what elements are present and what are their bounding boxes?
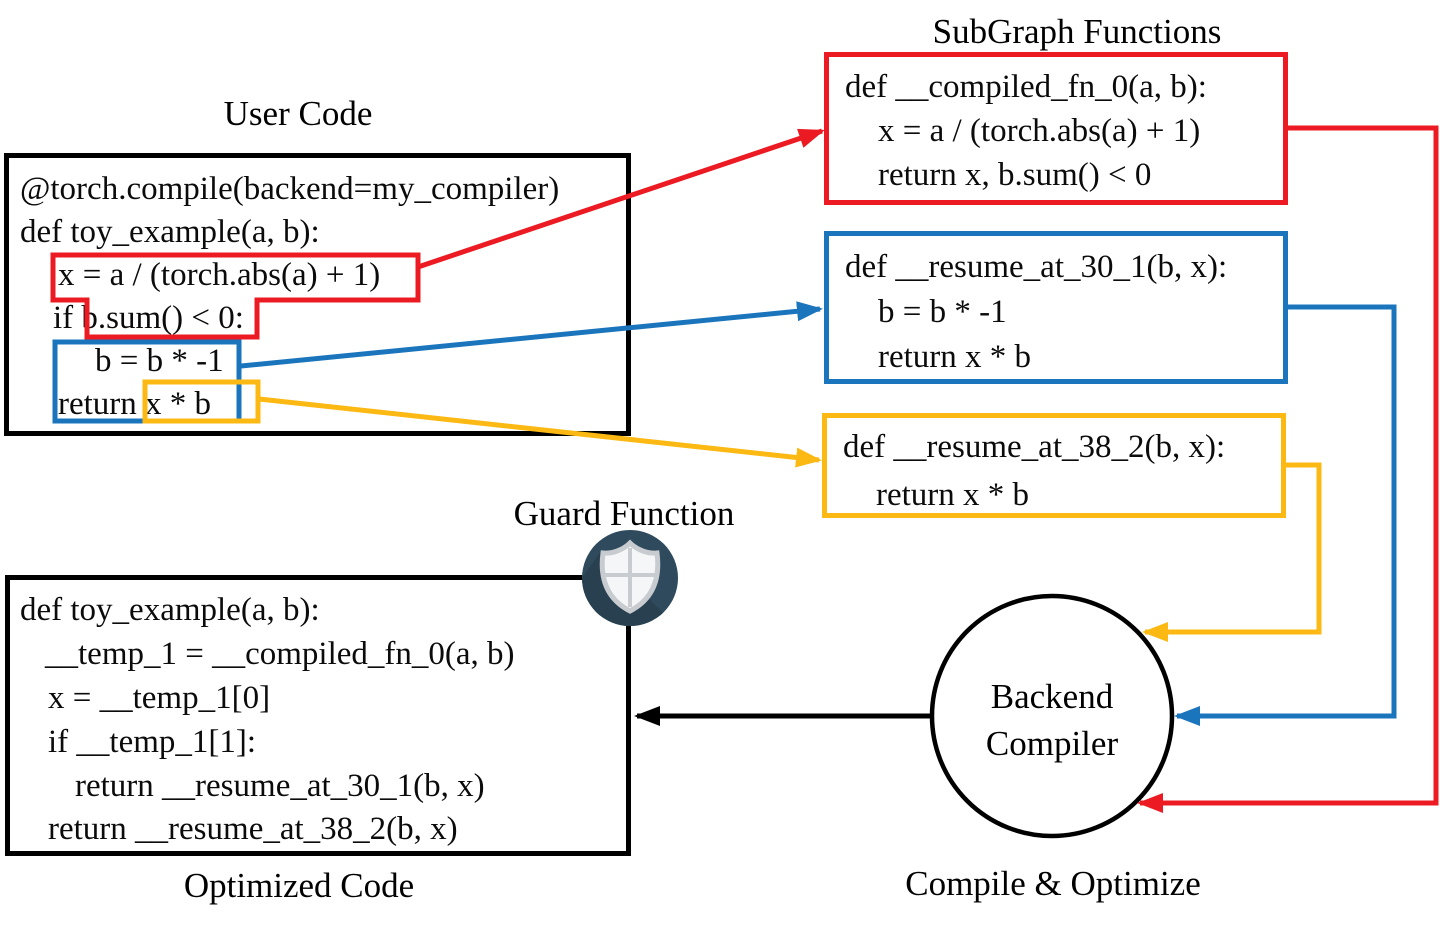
code-line: def __resume_at_38_2(b, x):: [843, 429, 1226, 465]
optimized-code-box: def toy_example(a, b): __temp_1 = __comp…: [5, 575, 631, 856]
code-line: return x, b.sum() < 0: [878, 157, 1152, 193]
code-line: return x * b: [876, 477, 1030, 513]
guard-function-label: Guard Function: [513, 494, 735, 533]
compile-optimize-label: Compile & Optimize: [905, 864, 1201, 903]
code-line: return __resume_at_38_2(b, x): [48, 811, 458, 847]
code-line: def __resume_at_30_1(b, x):: [845, 249, 1228, 285]
backend-compiler-line2: Compiler: [985, 724, 1119, 763]
optimized-code-label: Optimized Code: [183, 866, 415, 905]
resume-at-38-box: def __resume_at_38_2(b, x): return x * b: [822, 413, 1286, 518]
code-line: def toy_example(a, b):: [20, 214, 320, 250]
compiled-fn-box: def __compiled_fn_0(a, b): x = a / (torc…: [824, 52, 1288, 205]
code-line: b = b * -1: [95, 343, 224, 379]
code-line: x = __temp_1[0]: [48, 680, 271, 716]
user-code-label: User Code: [223, 94, 373, 133]
code-line: def __compiled_fn_0(a, b):: [845, 69, 1207, 105]
code-line: return x * b: [878, 339, 1032, 375]
code-line: __temp_1 = __compiled_fn_0(a, b): [45, 636, 515, 672]
code-line: x = a / (torch.abs(a) + 1): [58, 257, 381, 293]
subgraph-functions-label: SubGraph Functions: [932, 12, 1222, 51]
code-line: def toy_example(a, b):: [20, 592, 320, 628]
user-code-box: @torch.compile(backend=my_compiler) def …: [4, 153, 631, 436]
code-line: @torch.compile(backend=my_compiler): [20, 171, 560, 207]
code-line: if __temp_1[1]:: [48, 724, 257, 760]
backend-compiler-line1: Backend: [990, 677, 1114, 716]
backend-compiler-label: Backend Compiler: [947, 673, 1157, 767]
code-line: return x * b: [58, 386, 212, 422]
code-line: if b.sum() < 0:: [53, 300, 244, 336]
code-line: b = b * -1: [878, 294, 1007, 330]
code-line: return __resume_at_30_1(b, x): [75, 768, 485, 804]
code-line: x = a / (torch.abs(a) + 1): [878, 113, 1201, 149]
resume-at-30-box: def __resume_at_30_1(b, x): b = b * -1 r…: [824, 231, 1288, 384]
